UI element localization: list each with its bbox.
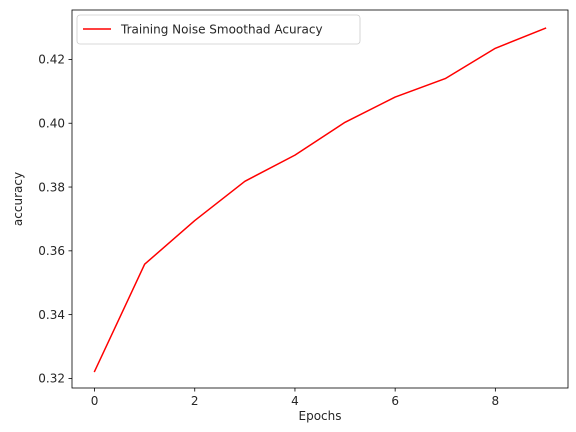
y-tick-label-3: 0.38 bbox=[38, 180, 65, 194]
legend: Training Noise Smoothad Acuracy bbox=[76, 14, 361, 45]
y-tick-label-1: 0.34 bbox=[38, 308, 65, 322]
x-axis-label: Epochs bbox=[299, 409, 342, 423]
series-line-0 bbox=[93, 27, 547, 373]
data-point-0-1 bbox=[143, 263, 146, 266]
legend-box bbox=[76, 14, 361, 45]
y-axis-label: accuracy bbox=[11, 172, 25, 226]
data-point-0-3 bbox=[243, 180, 246, 183]
plot-frame bbox=[71, 9, 569, 389]
y-tick-label-0: 0.32 bbox=[38, 372, 65, 386]
series-layer bbox=[93, 27, 547, 373]
data-point-0-5 bbox=[344, 121, 347, 124]
x-tick-label-0: 0 bbox=[91, 394, 99, 408]
x-tick-label-2: 4 bbox=[291, 394, 299, 408]
legend-label: Training Noise Smoothad Acuracy bbox=[120, 23, 323, 37]
plot-area bbox=[72, 10, 568, 388]
y-tick-label-5: 0.42 bbox=[38, 53, 65, 67]
y-tick-label-2: 0.36 bbox=[38, 244, 65, 258]
data-point-0-0 bbox=[93, 370, 96, 373]
data-point-0-7 bbox=[444, 77, 447, 80]
data-point-0-6 bbox=[394, 96, 397, 99]
data-point-0-8 bbox=[494, 47, 497, 50]
x-axis-ticks: 0 2 4 6 8 bbox=[91, 388, 499, 408]
x-tick-label-1: 2 bbox=[191, 394, 199, 408]
data-point-0-2 bbox=[193, 219, 196, 222]
y-tick-label-4: 0.40 bbox=[38, 117, 65, 131]
x-tick-label-3: 6 bbox=[391, 394, 399, 408]
x-tick-label-4: 8 bbox=[492, 394, 500, 408]
data-point-0-9 bbox=[544, 27, 547, 30]
data-point-0-4 bbox=[293, 154, 296, 157]
y-axis-ticks: 0.32 0.34 0.36 0.38 0.40 0.42 bbox=[38, 53, 72, 386]
